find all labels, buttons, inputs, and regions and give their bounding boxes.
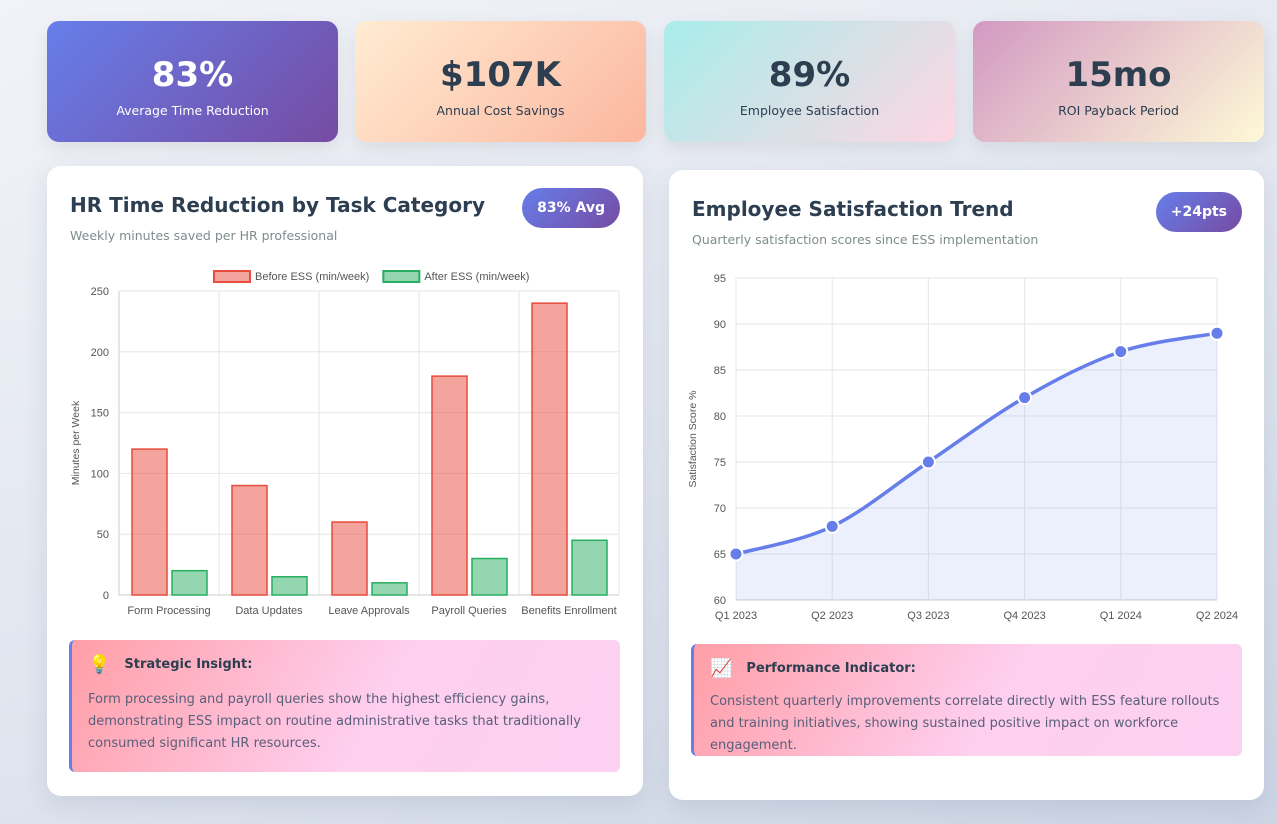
y-tick-label: 150 [91,408,109,420]
y-tick-label: 95 [714,273,726,285]
kpi-label: Employee Satisfaction [739,103,880,118]
x-tick-label: Data Updates [235,605,303,617]
bar [531,302,568,596]
y-tick-label: 250 [91,286,109,298]
chart-title: HR Time Reduction by Task Category [70,193,485,217]
x-tick-label: Q3 2023 [907,610,949,622]
kpi-label: ROI Payback Period [1058,103,1179,118]
bar [371,582,408,596]
x-tick-label: Leave Approvals [328,605,410,617]
bar [431,375,468,596]
bar [171,569,208,596]
y-tick-label: 50 [97,529,109,541]
insight-title: Performance Indicator: [746,661,916,676]
kpi-value: 89% [768,55,851,95]
bar [131,448,168,596]
chart-panel: HR Time Reduction by Task Category Weekl… [47,166,643,796]
chart: 0 50 100 150 200 250 Minutes per Week Before ES… [70,270,620,617]
y-tick-label: 200 [91,347,109,359]
bar [231,484,268,596]
x-tick-label: Benefits Enrollment [521,605,616,617]
bar [471,557,508,596]
x-tick-label: Q4 2023 [1003,610,1045,622]
chart: 60 65 70 75 80 85 90 95 Satisfaction Score % Q1 2… [687,273,1238,622]
point [824,518,840,534]
insight-title: Strategic Insight: [124,657,253,672]
y-tick-label: 0 [103,590,109,602]
x-tick-label: Q1 2024 [1100,610,1142,622]
kpi-card: 89% Employee Satisfaction [664,21,955,142]
insight-box: 💡 Strategic Insight: Form processing and … [69,640,620,772]
y-tick-label: 90 [714,319,726,331]
y-tick-label: 100 [91,468,109,480]
point [1017,390,1033,406]
point [920,454,936,470]
x-tick-label: Payroll Queries [431,605,507,617]
badge: +24pts [1155,192,1242,232]
kpi-card: $107K Annual Cost Savings [355,21,646,142]
bar [571,539,608,596]
kpi-label: Annual Cost Savings [436,103,565,118]
chart-subtitle: Quarterly satisfaction scores since ESS … [692,232,1039,247]
y-tick-label: 75 [714,457,726,469]
kpi-value: $107K [440,55,561,95]
insight-text: Consistent quarterly improvements correl… [710,694,1220,753]
kpi-card: 83% Average Time Reduction [47,21,338,142]
kpi-value: 15mo [1065,55,1172,95]
chart-title: Employee Satisfaction Trend [692,197,1014,221]
point [1113,344,1129,360]
bar [271,576,308,596]
legend-swatch [213,270,251,283]
y-tick-label: 70 [714,503,726,515]
x-tick-label: Form Processing [127,605,210,617]
insight-text: Form processing and payroll queries show… [88,692,581,751]
x-tick-label: Q2 2024 [1196,610,1238,622]
x-tick-label: Q1 2023 [715,610,757,622]
y-tick-label: 65 [714,549,726,561]
kpi-value: 83% [151,55,234,95]
bar [331,521,368,596]
y-axis-title: Minutes per Week [70,400,82,485]
legend-swatch [382,270,421,283]
chart-subtitle: Weekly minutes saved per HR professional [70,228,338,243]
x-tick-label: Q2 2023 [811,610,853,622]
y-tick-label: 85 [714,365,726,377]
y-tick-label: 80 [714,411,726,423]
icon: 💡 [88,654,111,675]
point [1209,325,1225,341]
kpi-label: Average Time Reduction [116,103,269,118]
legend-label: Before ESS (min/week) [255,271,369,283]
insight-box: 📈 Performance Indicator: Consistent quart… [691,644,1242,756]
icon: 📈 [710,658,733,679]
legend-label: After ESS (min/week) [424,271,529,283]
point [728,546,744,562]
kpi-card: 15mo ROI Payback Period [973,21,1264,142]
chart-panel: Employee Satisfaction Trend Quarterly sa… [669,170,1264,800]
y-axis-title: Satisfaction Score % [687,391,699,488]
area [736,333,1217,600]
y-tick-label: 60 [714,595,726,607]
badge: 83% Avg [522,188,620,228]
